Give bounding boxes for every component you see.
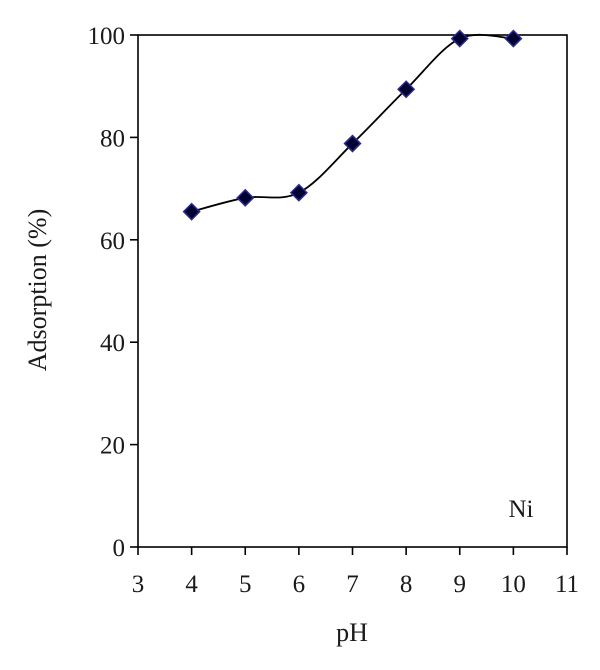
x-tick-label: 9 (454, 571, 467, 598)
data-point (236, 188, 255, 207)
annotation-ni: Ni (509, 496, 534, 523)
data-point (343, 134, 362, 153)
y-tick-label: 40 (100, 330, 125, 357)
curve-group (191, 33, 514, 213)
data-point (289, 183, 308, 202)
data-point (397, 80, 416, 99)
points-group (182, 29, 523, 221)
x-tick-label: 10 (501, 571, 526, 598)
data-point (450, 29, 469, 48)
plot-frame (137, 34, 568, 548)
ticks-group: 3 4 5 6 7 8 9 10 11 0 20 40 60 80 100 (88, 23, 580, 598)
y-tick-label: 100 (88, 23, 126, 50)
plot-frame-group (137, 34, 568, 548)
data-point (504, 29, 523, 48)
x-tick-label: 6 (293, 571, 306, 598)
y-tick-label: 0 (113, 535, 126, 562)
y-axis-title: Adsorption (%) (23, 209, 52, 371)
x-axis-title: pH (336, 618, 368, 647)
x-tick-label: 8 (400, 571, 413, 598)
y-tick-label: 60 (100, 228, 125, 255)
y-tick-label: 80 (100, 125, 125, 152)
x-tick-label: 11 (555, 571, 579, 598)
y-tick-label: 20 (100, 433, 125, 460)
x-tick-label: 4 (185, 571, 198, 598)
x-tick-label: 3 (132, 571, 145, 598)
data-point (182, 202, 201, 221)
x-tick-label: 7 (346, 571, 359, 598)
x-tick-label: 5 (239, 571, 252, 598)
series-line (191, 33, 514, 213)
